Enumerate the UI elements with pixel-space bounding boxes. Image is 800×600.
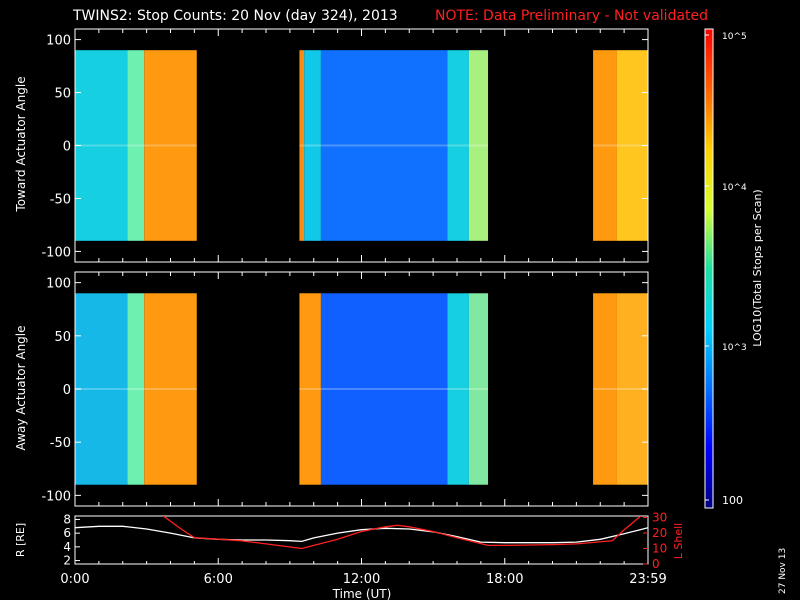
preliminary-note: NOTE: Data Preliminary - Not validated <box>435 8 708 24</box>
colorbar-tick-label: 10^3 <box>722 343 747 353</box>
heatmap-band <box>447 293 469 485</box>
orbit-left-ylabel: R [RE] <box>14 523 27 557</box>
time-tick-label: 12:00 <box>343 572 380 587</box>
y-tick-label: 0 <box>63 383 71 398</box>
colorbar-tick-label: 100 <box>722 494 743 507</box>
figure-title: TWINS2: Stop Counts: 20 Nov (day 324), 2… <box>72 8 398 24</box>
heatmap-band <box>299 50 305 241</box>
y-tick-label: -100 <box>41 245 71 260</box>
orbit-frame <box>74 515 649 565</box>
colorbar-gradient <box>704 28 714 509</box>
y-tick-label: -50 <box>50 436 71 451</box>
heatmap-band <box>468 50 489 241</box>
away-angle-panel: 100 50 0 -50 -100 <box>41 271 649 507</box>
heatmap-band <box>447 50 469 241</box>
heatmap-band <box>593 50 617 241</box>
y-tick-label: 50 <box>54 330 71 345</box>
orbit-left-tick-label: 6 <box>63 526 71 540</box>
orbit-left-tick-label: 4 <box>63 540 71 554</box>
time-tick-label: 6:00 <box>204 572 233 587</box>
y-tick-label: -50 <box>50 192 71 207</box>
heatmap-band <box>299 293 321 485</box>
time-tick-label: 0:00 <box>60 572 89 587</box>
orbit-right-tick-label: 20 <box>652 526 667 540</box>
y-tick-label: -100 <box>41 489 71 504</box>
orbit-left-tick-label: 8 <box>63 512 71 526</box>
colorbar: 10^5 10^4 10^3 100 <box>704 28 747 509</box>
heatmap-band <box>468 293 489 485</box>
orbit-right-tick-label: 0 <box>652 557 660 571</box>
heatmap-band <box>593 293 617 485</box>
heatmap-band <box>144 50 197 241</box>
heatmap-band <box>304 50 321 241</box>
datestamp: 27 Nov 13 <box>778 548 788 594</box>
toward-angle-panel: 100 50 0 -50 -100 <box>41 28 649 263</box>
time-tick-label: 23:59 <box>629 572 666 587</box>
heatmap-band <box>320 50 448 241</box>
y-tick-label: 100 <box>46 277 71 292</box>
orbit-right-tick-label: 10 <box>652 542 667 556</box>
y-tick-label: 50 <box>54 87 71 102</box>
toward-ylabel: Toward Actuator Angle <box>14 76 28 212</box>
heatmap-band <box>320 293 448 485</box>
colorbar-label: LOG10(Total Stops per Scan) <box>751 189 764 346</box>
colorbar-tick-label: 10^5 <box>722 32 747 42</box>
heatmap-band <box>127 50 145 241</box>
heatmap-band <box>144 293 197 485</box>
orbit-right-ylabel: L Shell <box>672 523 685 559</box>
time-tick-label: 18:00 <box>486 572 523 587</box>
y-tick-label: 100 <box>46 34 71 49</box>
heatmap-band <box>75 50 128 241</box>
away-ylabel: Away Actuator Angle <box>14 325 28 450</box>
colorbar-tick-label: 10^4 <box>722 183 747 193</box>
heatmap-band <box>75 293 128 485</box>
orbit-left-tick-label: 2 <box>63 554 71 568</box>
radius-series-line <box>75 525 648 544</box>
lshell-series-line <box>162 516 642 550</box>
orbit-right-tick-label: 30 <box>652 511 667 525</box>
heatmap-band <box>127 293 145 485</box>
time-xlabel: Time (UT) <box>332 587 392 600</box>
y-tick-label: 0 <box>63 140 71 155</box>
